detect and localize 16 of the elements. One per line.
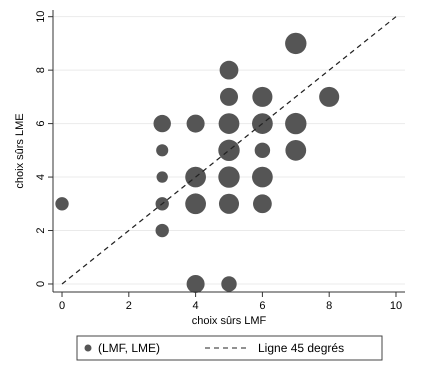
x-tick-label: 10 xyxy=(390,300,402,312)
y-tick-label: 6 xyxy=(35,120,47,127)
x-tick-label: 8 xyxy=(326,300,332,312)
y-tick-label: 10 xyxy=(35,10,47,23)
legend-label: Ligne 45 degrés xyxy=(258,341,344,355)
y-tick-label: 0 xyxy=(35,280,47,288)
x-tick-label: 6 xyxy=(259,300,266,312)
y-tick-label: 8 xyxy=(35,67,47,74)
x-tick-label: 2 xyxy=(126,300,132,312)
y-tick-label: 4 xyxy=(35,174,47,180)
x-tick-label: 0 xyxy=(58,300,66,312)
x-tick-label: 4 xyxy=(192,300,199,312)
y-tick-label: 2 xyxy=(35,227,47,234)
y-axis-title: choix sûrs LME xyxy=(14,113,26,189)
x-axis-title: choix sûrs LMF xyxy=(192,315,267,327)
legend-label: (LMF, LME) xyxy=(98,341,160,355)
